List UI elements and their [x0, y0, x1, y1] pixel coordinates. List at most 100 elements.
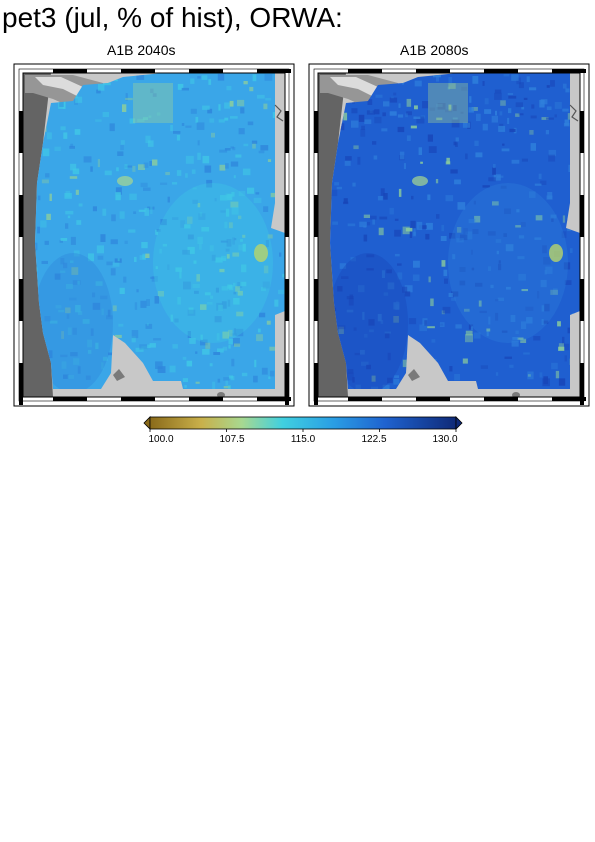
data-cell	[226, 85, 232, 91]
data-cell	[546, 85, 550, 88]
data-cell	[185, 173, 188, 178]
data-cell	[420, 115, 426, 119]
data-cell	[382, 112, 386, 117]
data-cell	[347, 223, 356, 227]
data-cell	[509, 128, 516, 133]
data-cell	[338, 326, 344, 334]
data-cell	[515, 330, 519, 334]
data-cell	[65, 190, 71, 197]
data-cell	[106, 261, 113, 266]
data-cell	[404, 285, 413, 293]
data-cell	[413, 260, 420, 268]
data-cell	[92, 302, 101, 310]
data-cell	[374, 116, 382, 124]
data-cell	[195, 351, 198, 354]
frame-segment	[416, 397, 450, 401]
data-cell	[139, 344, 148, 350]
data-shade-east	[448, 183, 568, 343]
colorbar: 100.0 107.5 115.0 122.5 130.0	[140, 414, 466, 448]
data-cell	[59, 99, 64, 107]
data-cell	[263, 265, 269, 274]
data-cell	[364, 333, 368, 338]
data-cell	[66, 284, 73, 289]
data-cell	[150, 276, 155, 279]
data-cell	[511, 340, 519, 347]
data-cell	[197, 236, 203, 244]
data-cell	[133, 211, 137, 214]
data-cell	[138, 164, 145, 170]
data-cell	[44, 316, 51, 322]
data-cell	[185, 125, 192, 128]
data-cell	[441, 224, 445, 232]
data-cell	[108, 352, 114, 356]
data-cell	[404, 291, 411, 297]
data-cell	[507, 117, 510, 124]
data-cell	[100, 234, 106, 242]
data-cell	[147, 140, 154, 147]
data-cell	[149, 161, 152, 166]
data-cell	[97, 159, 100, 168]
data-cell	[353, 145, 359, 150]
data-cell	[180, 220, 185, 228]
data-cell	[172, 182, 178, 185]
data-cell	[562, 108, 569, 112]
data-cell	[453, 105, 457, 112]
data-cell	[234, 343, 241, 347]
data-cell	[102, 208, 107, 216]
frame-segment	[121, 69, 155, 73]
data-cell	[65, 223, 69, 229]
data-cell	[448, 292, 453, 297]
data-cell	[541, 117, 549, 120]
data-cell	[176, 170, 182, 176]
data-cell	[48, 350, 53, 359]
data-cell	[266, 320, 271, 325]
data-cell	[66, 314, 70, 319]
data-cell	[411, 195, 414, 200]
data-cell	[452, 254, 456, 260]
data-cell	[87, 349, 92, 354]
data-cell	[141, 242, 148, 249]
data-cell	[370, 215, 377, 220]
colorbar-tick-label: 115.0	[290, 434, 316, 445]
data-cell	[232, 147, 236, 151]
frame-segment	[285, 195, 289, 237]
frame-segment	[314, 363, 318, 405]
data-cell	[414, 80, 422, 87]
data-cell	[243, 81, 248, 85]
data-cell	[148, 115, 152, 118]
data-cell	[518, 273, 526, 281]
data-cell	[337, 286, 343, 292]
data-cell	[146, 344, 151, 348]
data-cell	[380, 320, 384, 324]
data-cell	[60, 270, 66, 273]
data-cell	[149, 343, 156, 348]
data-cell	[352, 377, 355, 383]
data-cell	[346, 296, 354, 300]
data-cell	[557, 321, 561, 327]
river-mark	[274, 104, 284, 122]
data-cell	[473, 200, 476, 205]
frame-segment	[484, 69, 518, 73]
data-cell	[254, 359, 257, 368]
data-cell	[252, 74, 257, 82]
data-cell	[503, 233, 507, 237]
data-cell	[183, 281, 191, 290]
data-cell	[37, 226, 40, 234]
data-cell	[218, 104, 221, 111]
data-cell	[558, 346, 565, 351]
data-cell	[137, 118, 145, 122]
data-cell	[499, 111, 503, 116]
data-cell	[397, 126, 405, 133]
data-cell	[425, 233, 430, 240]
data-cell	[176, 135, 181, 141]
data-cell	[377, 196, 383, 201]
data-cell	[227, 299, 231, 307]
data-cell	[228, 385, 231, 389]
data-cell	[270, 370, 275, 377]
data-cell	[406, 135, 411, 141]
data-cell	[257, 94, 265, 99]
data-cell	[488, 316, 491, 325]
data-cell	[58, 309, 65, 313]
data-cell	[352, 182, 356, 187]
data-cell	[45, 173, 50, 178]
